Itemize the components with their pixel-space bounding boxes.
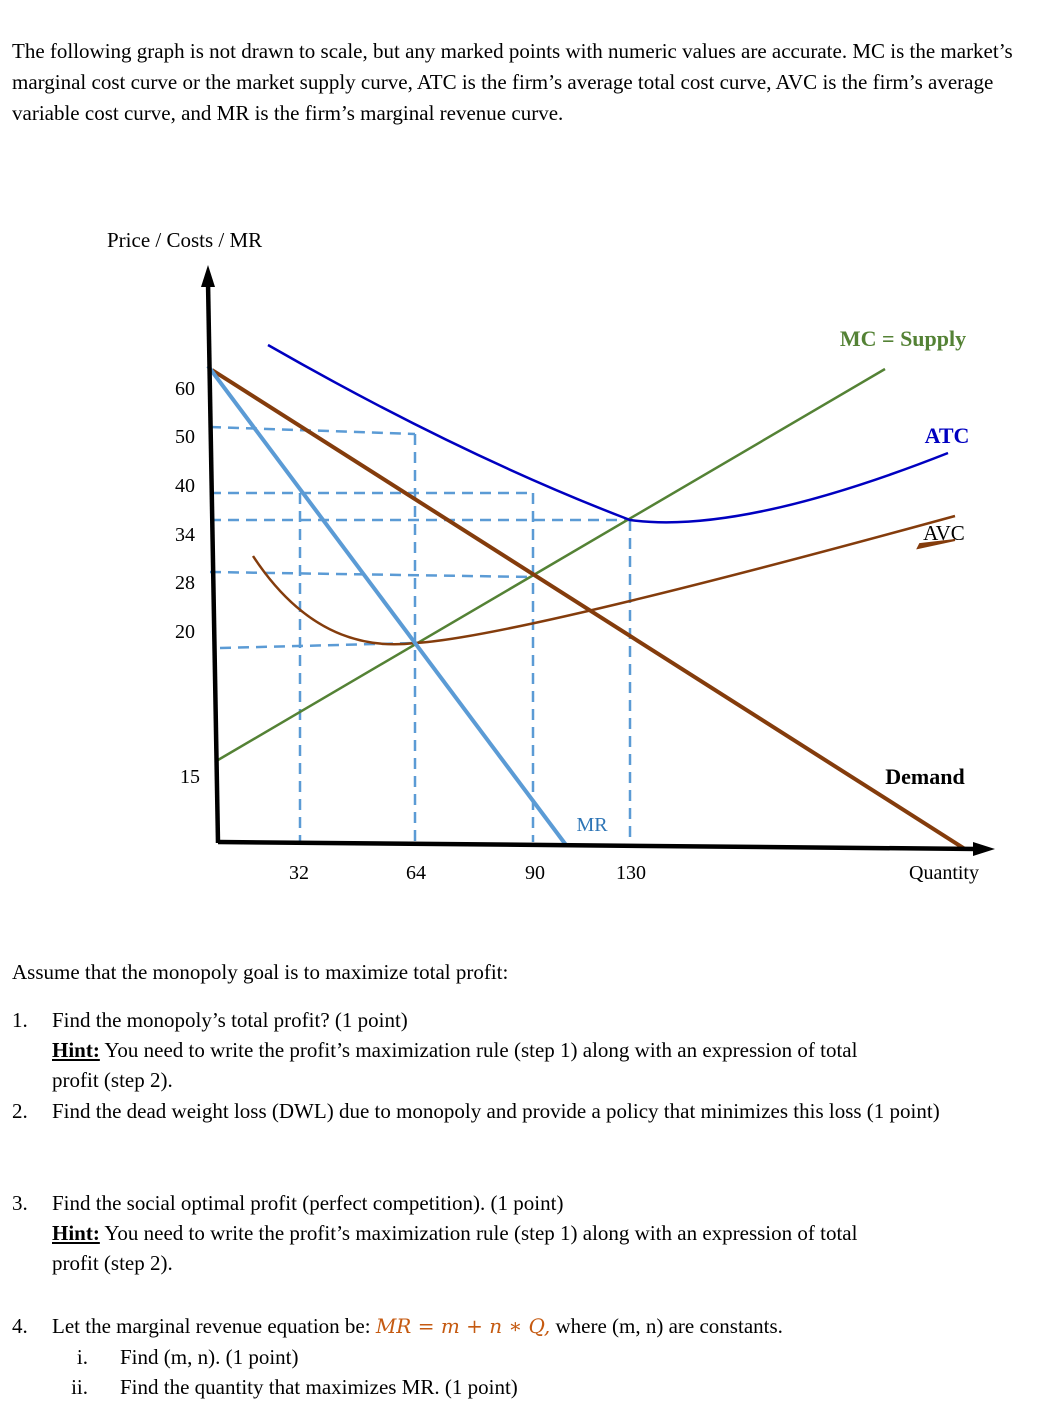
guide-h-28 [209, 570, 534, 579]
atc-label: ATC [925, 423, 970, 448]
question-4: 4. Let the marginal revenue equation be:… [12, 1311, 1026, 1341]
avc-label: AVC [923, 521, 965, 545]
question-text: Find the social optimal profit (perfect … [52, 1191, 564, 1215]
x-tick-130: 130 [616, 862, 646, 884]
hint-label: Hint: [52, 1221, 100, 1245]
demand-label: Demand [885, 764, 964, 789]
cost-revenue-graph: Price / Costs / MR 60 50 40 34 28 20 15 … [107, 228, 995, 884]
x-axis [217, 839, 979, 852]
question-number: 4. [12, 1314, 28, 1338]
mc-supply-label: MC = Supply [840, 326, 966, 351]
question-1: 1. Find the monopoly’s total profit? (1 … [12, 1005, 1026, 1095]
question-number: 1. [12, 1008, 28, 1032]
y-tick-34: 34 [175, 524, 195, 546]
sub-text: Find the quantity that maximizes MR. (1 … [120, 1375, 518, 1399]
question-text: Let the marginal revenue equation be: [52, 1314, 376, 1338]
question-text: Find the monopoly’s total profit? (1 poi… [52, 1008, 408, 1032]
question-3: 3. Find the social optimal profit (perfe… [12, 1188, 1026, 1278]
sub-number: i. [76, 1345, 88, 1369]
mc-supply-curve [217, 367, 886, 762]
question-2: 2. Find the dead weight loss (DWL) due t… [12, 1096, 1026, 1126]
hint-continuation: profit (step 2). [52, 1068, 173, 1092]
demand-curve [210, 368, 967, 851]
question-number: 3. [12, 1191, 28, 1215]
hint-label: Hint: [52, 1038, 100, 1062]
y-tick-15: 15 [180, 766, 200, 788]
hint-text: You need to write the profit’s maximizat… [104, 1038, 858, 1062]
atc-curve [267, 343, 949, 524]
avc-arrow-tip [916, 539, 956, 550]
y-tick-60: 60 [175, 378, 195, 400]
y-axis [205, 281, 221, 844]
question-4-sub-ii: ii. Find the quantity that maximizes MR. … [60, 1372, 518, 1402]
dashed-guides [209, 425, 632, 842]
hint-text: You need to write the profit’s maximizat… [104, 1221, 858, 1245]
sub-text: Find (m, n). (1 point) [120, 1345, 299, 1369]
question-text: Find the dead weight loss (DWL) due to m… [52, 1099, 940, 1123]
x-axis-arrow [973, 842, 995, 856]
assumption-text: Assume that the monopoly goal is to maxi… [12, 960, 509, 984]
intro-paragraph: The following graph is not drawn to scal… [12, 39, 1013, 125]
y-tick-28: 28 [175, 572, 195, 594]
mr-label: MR [576, 814, 608, 836]
x-tick-90: 90 [525, 862, 545, 884]
question-4-sub-i: i. Find (m, n). (1 point) [60, 1342, 299, 1372]
sub-number: ii. [71, 1375, 88, 1399]
y-axis-label: Price / Costs / MR [107, 228, 262, 252]
y-tick-20: 20 [175, 621, 195, 643]
hint-continuation: profit (step 2). [52, 1251, 173, 1275]
mr-curve [206, 364, 568, 847]
x-tick-32: 32 [289, 862, 309, 884]
y-tick-40: 40 [175, 475, 195, 497]
y-axis-arrow [201, 265, 215, 287]
question-text-after: where (m, n) are constants. [550, 1314, 783, 1338]
mr-equation: MR = m + n ∗ Q, [375, 1314, 551, 1338]
question-number: 2. [12, 1099, 28, 1123]
hint-line: Hint: You need to write the profit’s max… [52, 1218, 1026, 1248]
guide-h-50 [209, 425, 416, 436]
hint-line: Hint: You need to write the profit’s max… [52, 1035, 1026, 1065]
x-axis-label: Quantity [909, 862, 979, 884]
y-tick-50: 50 [175, 426, 195, 448]
avc-curve [251, 514, 956, 646]
x-tick-64: 64 [406, 862, 426, 884]
